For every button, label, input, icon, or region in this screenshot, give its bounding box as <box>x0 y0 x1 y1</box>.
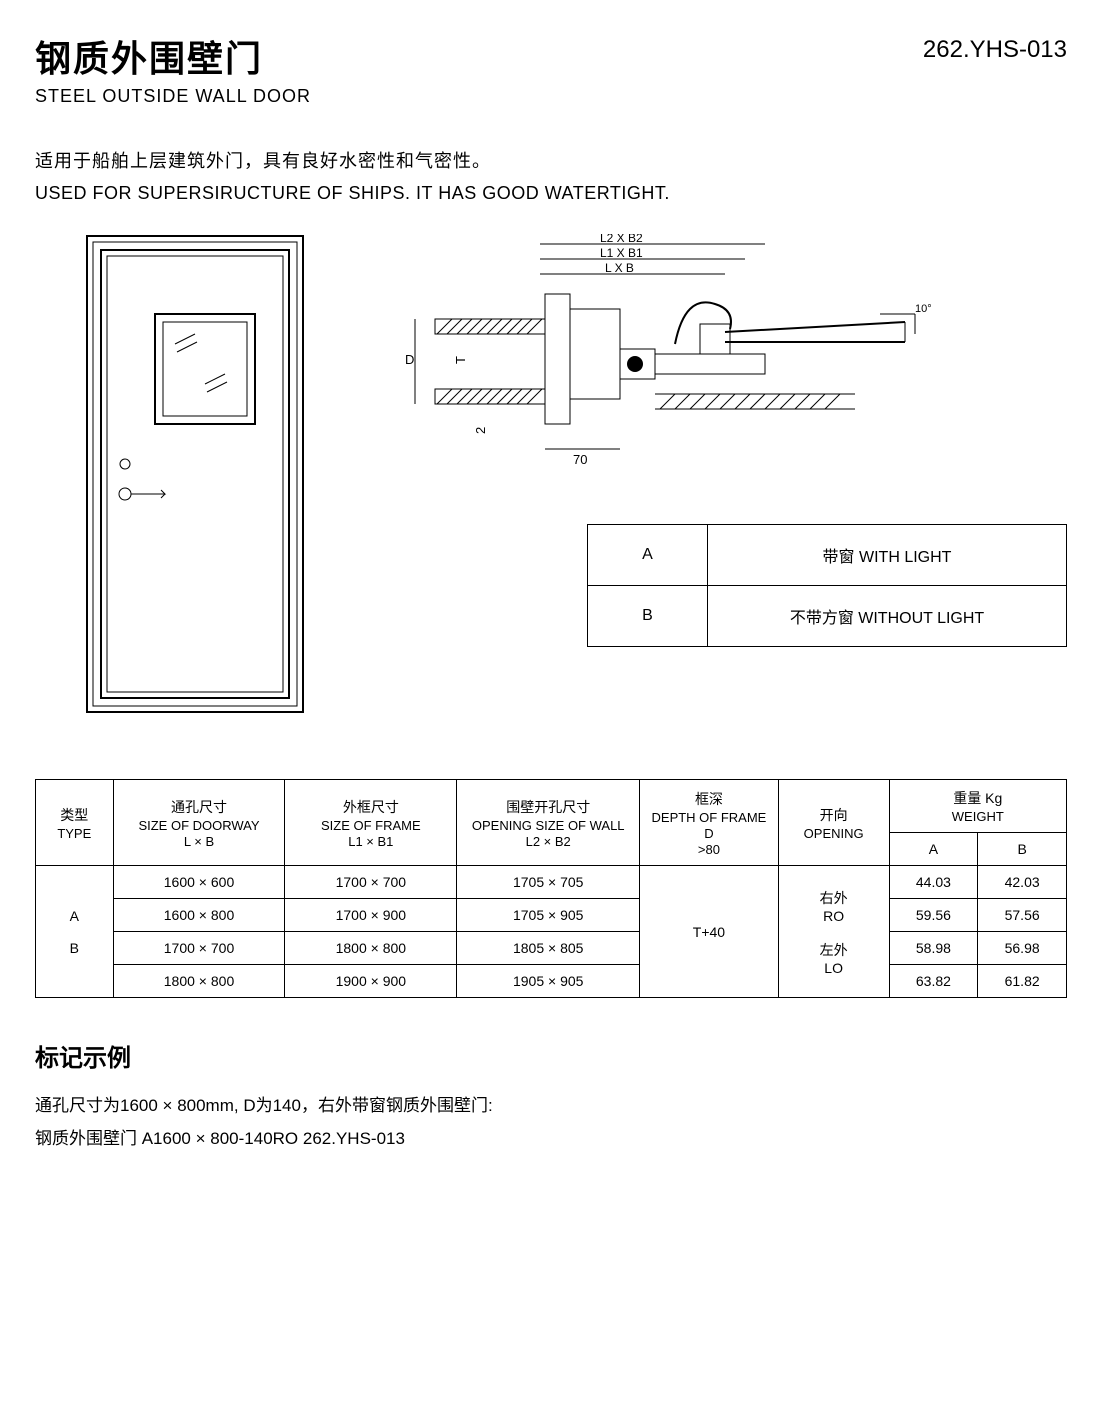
cell: 56.98 <box>978 932 1067 965</box>
hdr-doorway: 通孔尺寸 SIZE OF DOORWAY L × B <box>113 780 285 866</box>
cell: 1805 × 805 <box>457 932 640 965</box>
cell: 61.82 <box>978 965 1067 998</box>
figures-row: L2 X B2 L1 X B1 L X B <box>35 234 1067 719</box>
hdr-depth: 框深 DEPTH OF FRAME D >80 <box>640 780 779 866</box>
cell: 1800 × 800 <box>113 965 285 998</box>
legend-row: B 不带方窗 WITHOUT LIGHT <box>588 586 1067 647</box>
cell: 63.82 <box>889 965 978 998</box>
cell: 1700 × 700 <box>113 932 285 965</box>
type-cell: A B <box>36 866 114 998</box>
title-en: STEEL OUTSIDE WALL DOOR <box>35 86 311 107</box>
door-elevation <box>35 234 315 719</box>
desc-en: USED FOR SUPERSIRUCTURE OF SHIPS. IT HAS… <box>35 183 1067 204</box>
table-row: 1600 × 800 1700 × 900 1705 × 905 59.56 5… <box>36 899 1067 932</box>
table-header-row: 类型 TYPE 通孔尺寸 SIZE OF DOORWAY L × B 外框尺寸 … <box>36 780 1067 833</box>
lbl-two: 2 <box>473 427 488 434</box>
cell: 58.98 <box>889 932 978 965</box>
hdr-frame: 外框尺寸 SIZE OF FRAME L1 × B1 <box>285 780 457 866</box>
legend-row: A 带窗 WITH LIGHT <box>588 525 1067 586</box>
table-row: 1700 × 700 1800 × 800 1805 × 805 58.98 5… <box>36 932 1067 965</box>
cell: 1800 × 800 <box>285 932 457 965</box>
legend-table: A 带窗 WITH LIGHT B 不带方窗 WITHOUT LIGHT <box>587 524 1067 647</box>
lbl-angle: 10° <box>915 303 932 315</box>
lbl-t: T <box>453 356 468 364</box>
cell: 1600 × 600 <box>113 866 285 899</box>
legend-text: 带窗 WITH LIGHT <box>708 525 1067 586</box>
header: 钢质外围壁门 STEEL OUTSIDE WALL DOOR 262.YHS-0… <box>35 30 1067 107</box>
lbl-lxb: L X B <box>605 261 634 275</box>
cell: 57.56 <box>978 899 1067 932</box>
cell: 1700 × 700 <box>285 866 457 899</box>
doc-code: 262.YHS-013 <box>923 36 1067 64</box>
lbl-l1b1: L1 X B1 <box>600 246 643 260</box>
lbl-d: D <box>405 352 414 367</box>
cross-section-svg: L2 X B2 L1 X B1 L X B <box>375 234 935 484</box>
table-row: A B 1600 × 600 1700 × 700 1705 × 705 T+4… <box>36 866 1067 899</box>
lbl-l2b2: L2 X B2 <box>600 234 643 245</box>
hdr-type: 类型 TYPE <box>36 780 114 866</box>
example-line1: 通孔尺寸为1600 × 800mm, D为140，右外带窗钢质外围壁门: <box>35 1091 1067 1116</box>
cross-section-block: L2 X B2 L1 X B1 L X B <box>375 234 1067 719</box>
hdr-weight: 重量 Kg WEIGHT <box>889 780 1066 833</box>
opening-cell: 右外 RO 左外 LO <box>778 866 889 998</box>
cell: 1705 × 705 <box>457 866 640 899</box>
hdr-wall: 围壁开孔尺寸 OPENING SIZE OF WALL L2 × B2 <box>457 780 640 866</box>
cell: 1705 × 905 <box>457 899 640 932</box>
hdr-weight-b: B <box>978 833 1067 866</box>
spec-table: 类型 TYPE 通孔尺寸 SIZE OF DOORWAY L × B 外框尺寸 … <box>35 779 1067 998</box>
hdr-opening: 开向 OPENING <box>778 780 889 866</box>
lbl-70: 70 <box>573 452 587 467</box>
legend-key: B <box>588 586 708 647</box>
cell: 42.03 <box>978 866 1067 899</box>
legend-key: A <box>588 525 708 586</box>
door-svg <box>85 234 305 714</box>
example-title: 标记示例 <box>35 1038 1067 1073</box>
cell: 1905 × 905 <box>457 965 640 998</box>
cell: 1700 × 900 <box>285 899 457 932</box>
hdr-weight-a: A <box>889 833 978 866</box>
example-line2: 钢质外围壁门 A1600 × 800-140RO 262.YHS-013 <box>35 1124 1067 1149</box>
title-block: 钢质外围壁门 STEEL OUTSIDE WALL DOOR <box>35 30 311 107</box>
cell: 1600 × 800 <box>113 899 285 932</box>
title-cn: 钢质外围壁门 <box>35 30 311 82</box>
table-row: 1800 × 800 1900 × 900 1905 × 905 63.82 6… <box>36 965 1067 998</box>
depth-cell: T+40 <box>640 866 779 998</box>
desc-cn: 适用于船舶上层建筑外门，具有良好水密性和气密性。 <box>35 147 1067 173</box>
cell: 44.03 <box>889 866 978 899</box>
cell: 59.56 <box>889 899 978 932</box>
cell: 1900 × 900 <box>285 965 457 998</box>
legend-text: 不带方窗 WITHOUT LIGHT <box>708 586 1067 647</box>
